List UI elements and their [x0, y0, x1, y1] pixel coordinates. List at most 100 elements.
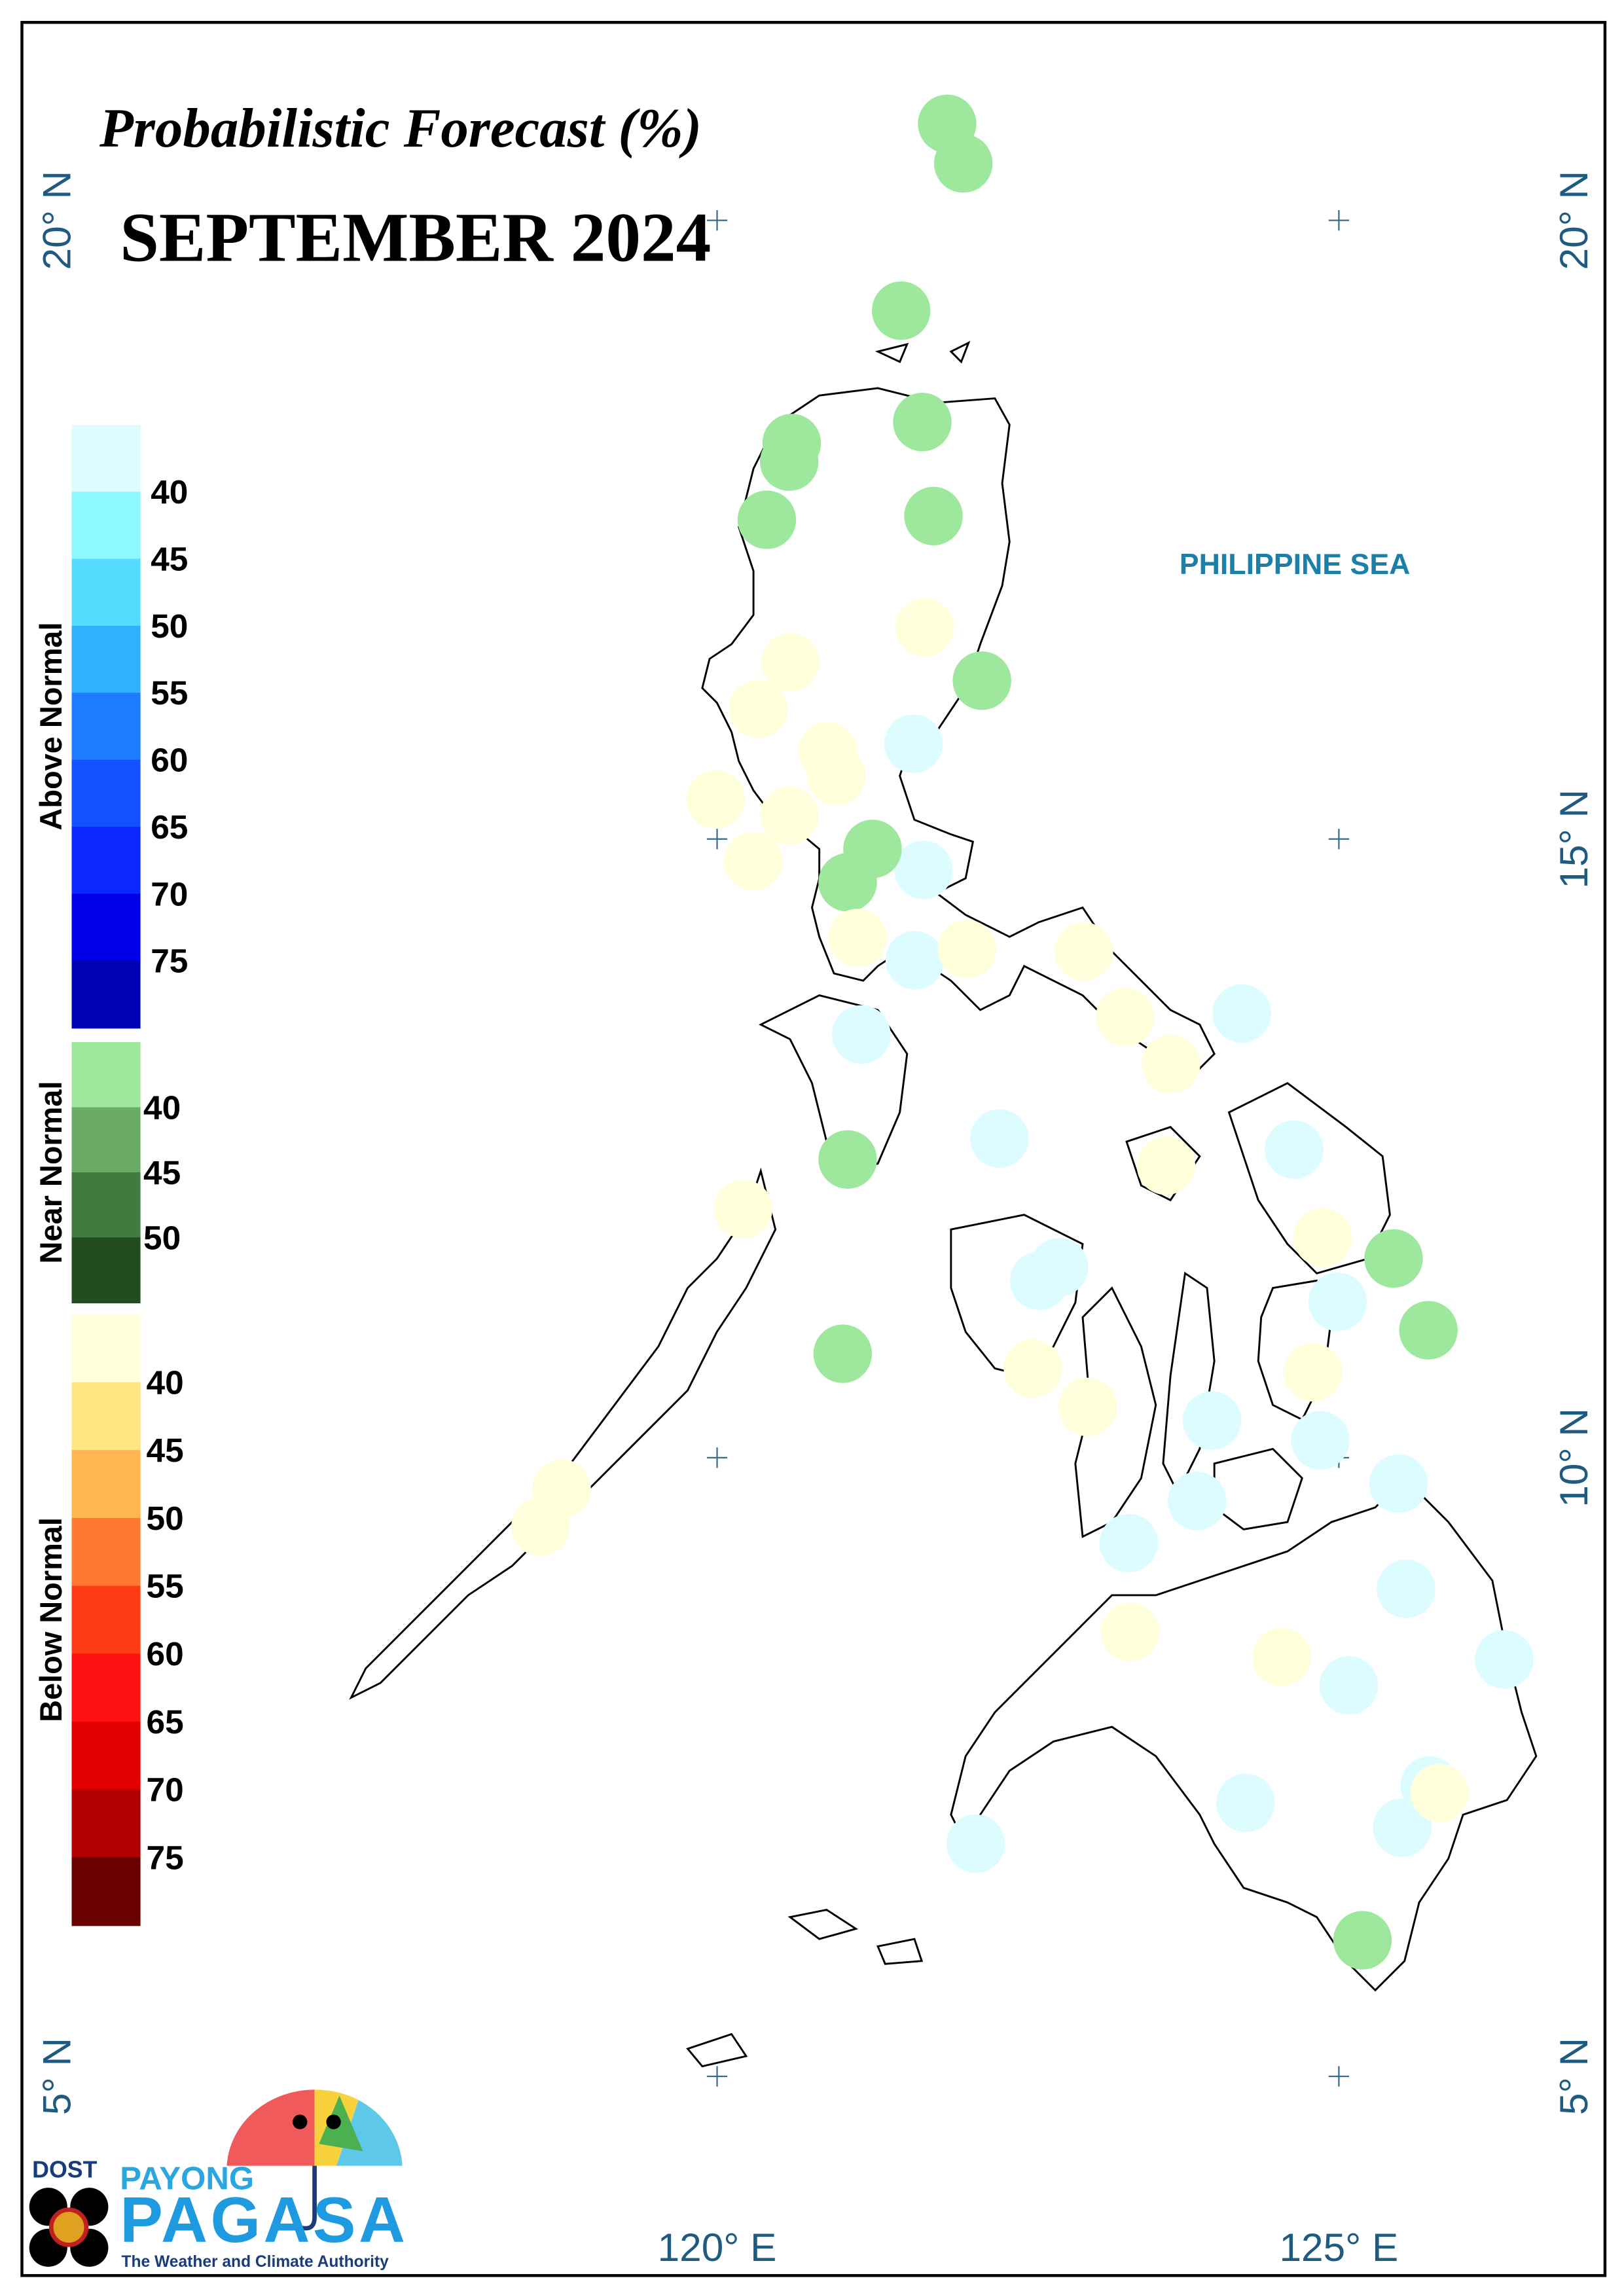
color-band	[71, 827, 141, 895]
legend-tick-label: 40	[151, 473, 188, 511]
station-point	[937, 920, 997, 979]
station-point	[1252, 1627, 1311, 1686]
umbrella-green	[319, 2095, 363, 2152]
station-point	[1009, 1251, 1069, 1310]
legend-tick-label: 50	[147, 1499, 184, 1537]
umbrella-eye	[293, 2114, 308, 2129]
babuyan	[875, 340, 971, 364]
station-point	[1293, 1208, 1352, 1267]
logo-tagline: The Weather and Climate Authority	[122, 2253, 389, 2271]
legend-tick-label: 40	[147, 1363, 184, 1401]
lat-label: 5° N	[34, 2038, 79, 2115]
logo-brand-top: PAYONG	[120, 2160, 254, 2196]
station-point	[1095, 988, 1155, 1047]
color-band	[71, 759, 141, 828]
color-band	[71, 1653, 141, 1723]
color-band	[71, 625, 141, 694]
station-point	[1212, 984, 1271, 1043]
legend-group-name: Below Normal	[34, 1517, 68, 1722]
color-band	[71, 558, 141, 627]
station-point	[1410, 1763, 1469, 1822]
color-band	[71, 693, 141, 761]
legend-group-name: Near Normal	[34, 1081, 68, 1263]
legend-tick-label: 70	[147, 1771, 184, 1809]
graticule: 120° E 125° E 20° N 20° N 15° N 10° N 5° N 5° N	[34, 171, 1596, 2269]
color-band	[71, 492, 141, 560]
station-point	[723, 832, 783, 891]
station-point	[904, 486, 963, 546]
logo-agency: DOST	[32, 2157, 97, 2183]
station-point	[832, 1005, 891, 1064]
station-point	[894, 840, 953, 899]
station-point	[807, 746, 866, 806]
legend-tick-label: 50	[151, 607, 188, 645]
station-point	[871, 281, 931, 340]
legend-tick-label: 70	[151, 875, 188, 913]
legend-tick-label: 50	[143, 1218, 181, 1256]
legend-tick-label: 45	[151, 539, 188, 577]
lat-label: 10° N	[1551, 1408, 1596, 1508]
graticule-cross	[706, 209, 728, 231]
legend-group-name: Above Normal	[34, 622, 68, 830]
legend-tick-label: 75	[151, 942, 188, 980]
color-band	[71, 1789, 141, 1858]
umbrella-red	[226, 2089, 315, 2166]
color-band	[71, 1314, 141, 1383]
station-point	[511, 1497, 570, 1557]
legend-tick-label: 75	[147, 1838, 184, 1876]
station-point	[1099, 1513, 1159, 1572]
station-point	[1475, 1630, 1534, 1689]
graticule-cross	[1328, 829, 1350, 850]
station-point	[1100, 1602, 1159, 1662]
station-point	[818, 1130, 877, 1189]
color-band	[71, 1857, 141, 1926]
station-point	[884, 714, 943, 773]
station-point	[759, 786, 819, 845]
station-point	[1308, 1272, 1367, 1331]
station-point	[713, 1180, 773, 1238]
color-band	[71, 1450, 141, 1519]
color-band	[71, 1382, 141, 1451]
station-point	[729, 679, 787, 738]
color-band	[71, 1042, 141, 1108]
legend-tick-label: 60	[151, 741, 188, 779]
logo-brand: PAGASA	[120, 2184, 408, 2256]
legend-tick-label: 40	[143, 1088, 181, 1126]
station-point	[686, 770, 746, 829]
station-point	[1168, 1472, 1227, 1530]
station-point	[893, 393, 952, 452]
lat-label: 20° N	[1551, 171, 1596, 270]
station-point	[1136, 1136, 1196, 1195]
map-title: Probabilistic Forecast (%)	[99, 98, 702, 159]
station-point	[1003, 1339, 1062, 1398]
sea-label: PHILIPPINE SEA	[1180, 549, 1411, 581]
legend-tick-label: 45	[147, 1431, 184, 1469]
color-band	[71, 1172, 141, 1238]
station-point	[1291, 1411, 1350, 1470]
legend-tick-label: 45	[143, 1153, 181, 1191]
legend-tick-label: 65	[147, 1703, 184, 1741]
lon-label: 125° E	[1280, 2225, 1399, 2269]
color-band	[71, 424, 141, 493]
station-point	[1055, 922, 1113, 981]
umbrella-handle	[299, 2165, 317, 2231]
color-band	[71, 1585, 141, 1655]
station-point	[761, 632, 820, 692]
station-point	[1319, 1655, 1379, 1715]
station-point	[1377, 1559, 1435, 1618]
station-points	[511, 94, 1534, 1970]
graticule-cross	[1328, 2066, 1350, 2087]
month-title: SEPTEMBER 2024	[120, 199, 711, 277]
legend-tick-label: 55	[151, 674, 188, 712]
legend: 40 45 50 55 60 65 70 75 Above Normal 40 45 50 Near N…	[34, 424, 188, 1926]
station-point	[759, 432, 819, 491]
sulu	[686, 1908, 924, 2068]
graticule-cross	[706, 829, 728, 850]
station-point	[1182, 1391, 1242, 1450]
station-point	[1216, 1773, 1275, 1832]
station-point	[1399, 1301, 1458, 1360]
lon-label: 120° E	[658, 2225, 777, 2269]
station-point	[813, 1324, 873, 1383]
lat-label: 15° N	[1551, 789, 1596, 889]
